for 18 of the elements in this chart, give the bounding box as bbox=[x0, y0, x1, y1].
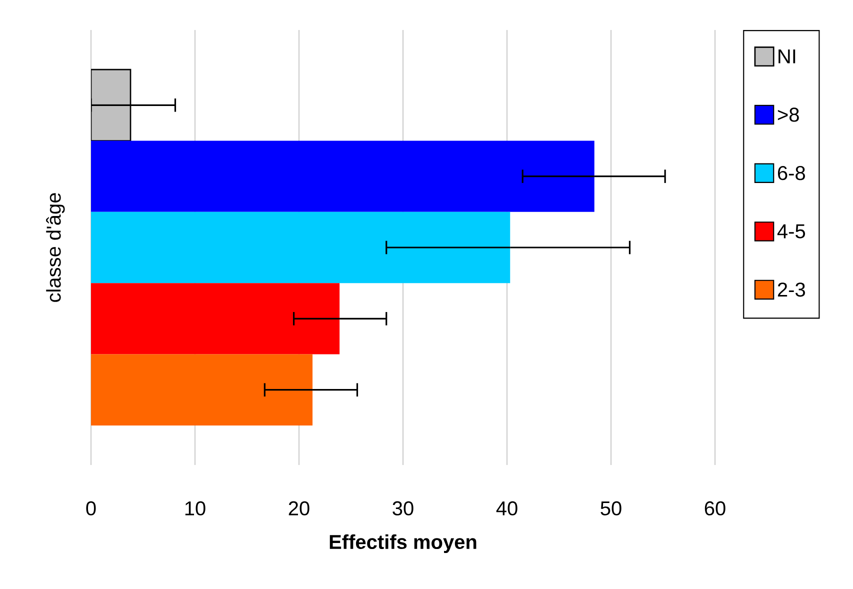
x-tick-label: 40 bbox=[496, 501, 518, 516]
legend-label: 6-8 bbox=[778, 166, 805, 180]
x-tick-label: 50 bbox=[600, 501, 622, 516]
x-tick-label: 20 bbox=[288, 501, 310, 516]
bar bbox=[91, 354, 313, 426]
x-tick-label: 30 bbox=[392, 501, 414, 516]
bar bbox=[91, 212, 510, 284]
legend-label: 4-5 bbox=[777, 224, 806, 238]
x-tick-label: 10 bbox=[185, 501, 206, 516]
y-axis-title: classe d'âge bbox=[46, 193, 65, 302]
x-tick-label: 60 bbox=[704, 501, 726, 516]
x-axis-title: Effectifs moyen bbox=[330, 534, 476, 553]
legend-label: >8 bbox=[778, 108, 799, 122]
bar bbox=[91, 283, 340, 354]
legend-label: NI bbox=[778, 49, 796, 64]
x-tick-label: 0 bbox=[86, 501, 96, 516]
bar bbox=[91, 140, 594, 212]
legend-label: 2-3 bbox=[778, 282, 805, 297]
